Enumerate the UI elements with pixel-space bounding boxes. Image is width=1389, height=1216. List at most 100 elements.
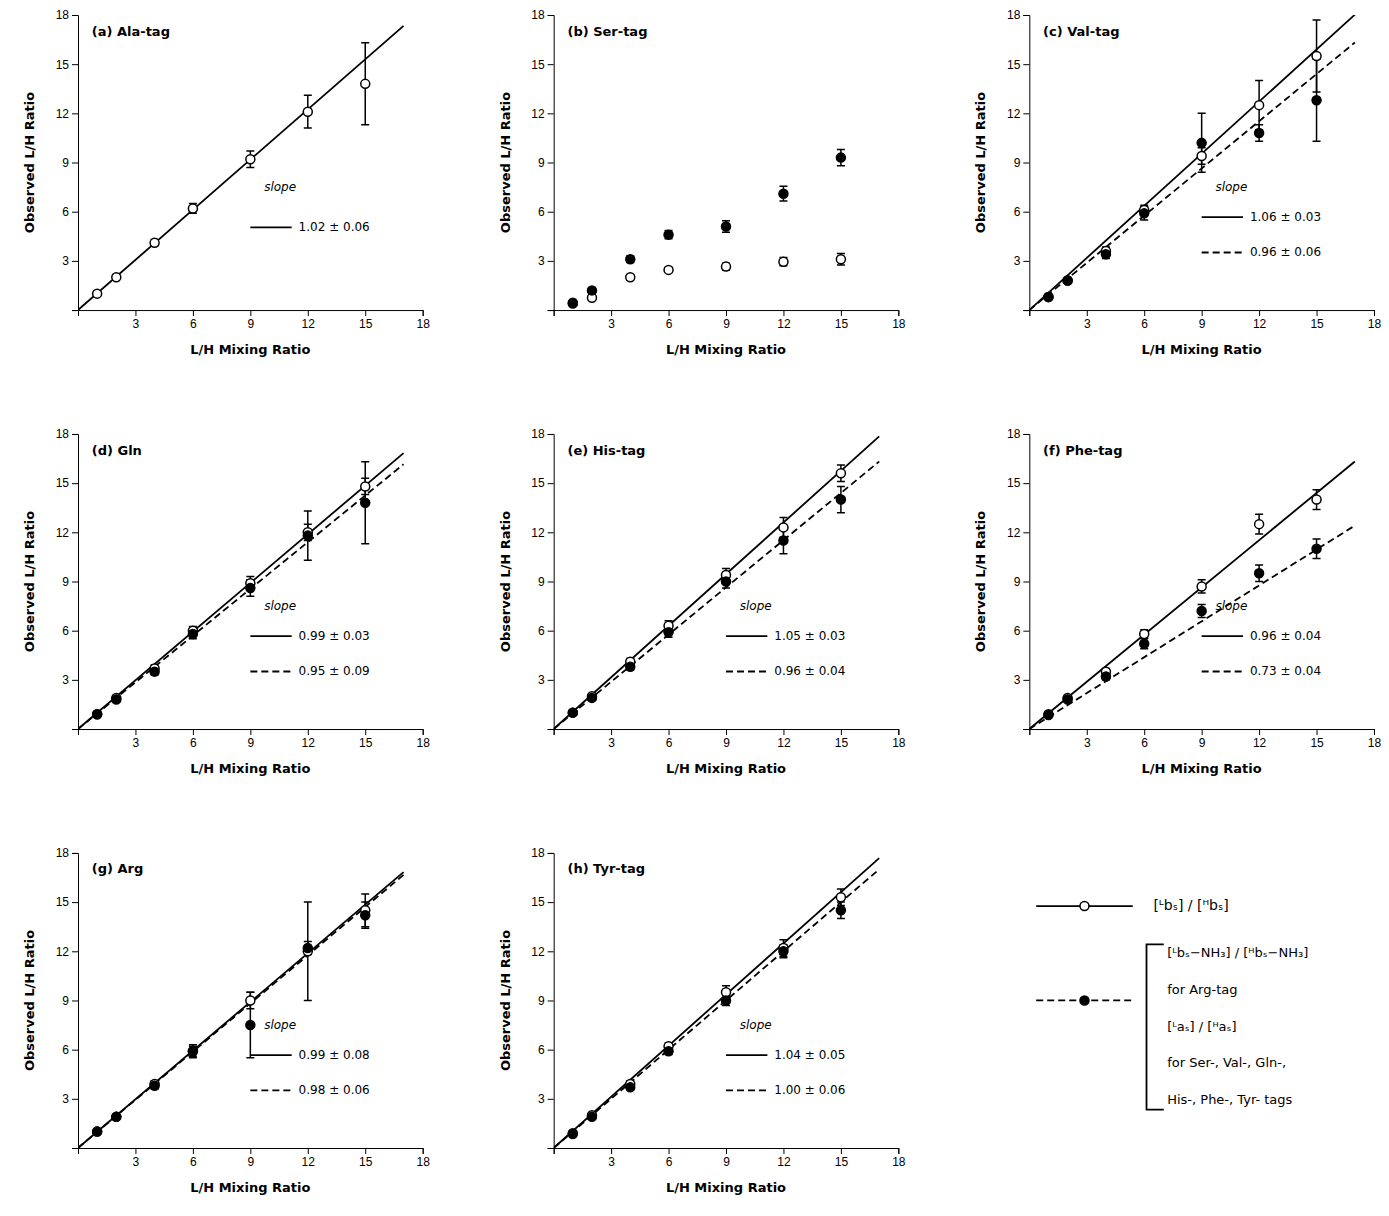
error-bar xyxy=(1313,539,1321,559)
fit-line xyxy=(554,462,880,730)
y-tick-label: 6 xyxy=(538,205,545,219)
y-tick-label: 15 xyxy=(56,58,70,72)
slope-key-line xyxy=(250,227,291,229)
slope-label: 0.96 ± 0.04 xyxy=(1250,629,1321,643)
y-tick: 15 xyxy=(531,895,553,909)
x-tick-label: 15 xyxy=(835,317,849,331)
x-tick: 9 xyxy=(723,1148,730,1169)
figure: 369121518369121518(a) Ala-tagL/H Mixing … xyxy=(0,0,1389,1216)
x-tick-mark xyxy=(365,310,366,316)
x-tick-label: 6 xyxy=(1141,317,1148,331)
y-tick-label: 18 xyxy=(531,427,545,441)
slope-key-line xyxy=(1202,216,1243,218)
y-tick: 15 xyxy=(56,895,78,909)
x-tick-mark xyxy=(423,1148,424,1154)
y-axis: 369121518 xyxy=(56,846,79,1148)
x-tick-label: 12 xyxy=(1253,317,1267,331)
panel-title: (c) Val-tag xyxy=(1043,24,1119,39)
point xyxy=(836,906,845,915)
point xyxy=(1044,710,1053,719)
y-tick-label: 18 xyxy=(1007,427,1021,441)
x-tick: 9 xyxy=(247,310,254,331)
annotation: slope xyxy=(740,599,772,613)
point xyxy=(1044,292,1053,301)
x-tick-mark xyxy=(611,1148,612,1154)
slope-key-line xyxy=(1202,635,1243,637)
error-bar xyxy=(665,627,673,637)
panel: 369121518369121518(f) Phe-tagL/H Mixing … xyxy=(973,427,1381,776)
y-tick-mark xyxy=(548,261,554,262)
y-tick-mark xyxy=(72,64,78,65)
slope-key-line xyxy=(726,1090,767,1092)
x-tick-mark xyxy=(783,1148,784,1154)
error-bar xyxy=(304,95,312,128)
x-tick: 18 xyxy=(892,1148,906,1169)
y-tick-label: 18 xyxy=(56,8,70,22)
x-tick-label: 18 xyxy=(892,1155,906,1169)
y-tick-mark xyxy=(72,951,78,952)
x-tick-label: 9 xyxy=(723,736,730,750)
x-tick: 15 xyxy=(359,1148,373,1169)
point xyxy=(568,708,577,717)
x-tick-mark xyxy=(193,729,194,735)
x-tick: 6 xyxy=(190,729,197,750)
y-tick-label: 9 xyxy=(62,575,69,589)
x-tick-mark xyxy=(135,729,136,735)
x-tick-label: 15 xyxy=(359,1155,373,1169)
y-tick-mark xyxy=(1023,680,1029,681)
x-axis: 369121518 xyxy=(554,1148,906,1169)
y-tick-label: 15 xyxy=(531,895,545,909)
y-tick-mark xyxy=(72,902,78,903)
y-tick: 3 xyxy=(62,673,78,687)
x-tick-label: 12 xyxy=(1253,736,1267,750)
y-tick: 18 xyxy=(531,427,553,441)
y-tick-mark xyxy=(548,951,554,952)
y-tick-mark xyxy=(72,483,78,484)
point xyxy=(1255,520,1264,529)
y-tick-label: 9 xyxy=(538,994,545,1008)
y-tick-label: 12 xyxy=(56,526,70,540)
point xyxy=(188,204,197,213)
x-tick-mark xyxy=(841,310,842,316)
error-bar xyxy=(779,940,787,956)
x-tick-label: 12 xyxy=(302,1155,316,1169)
point xyxy=(303,107,312,116)
legend-marker xyxy=(1080,902,1089,911)
y-tick-mark xyxy=(72,1099,78,1100)
legend-marker xyxy=(1080,996,1089,1005)
y-tick-label: 12 xyxy=(56,945,70,959)
x-tick-mark xyxy=(1317,729,1318,735)
x-tick-label: 18 xyxy=(1368,736,1382,750)
error-bar xyxy=(1313,59,1321,141)
point xyxy=(188,629,197,638)
point xyxy=(1140,639,1149,648)
y-tick-label: 3 xyxy=(62,1092,69,1106)
y-tick-mark xyxy=(548,680,554,681)
slope-label: 1.04 ± 0.05 xyxy=(774,1048,845,1062)
x-axis: 369121518 xyxy=(79,310,431,331)
x-tick-mark xyxy=(726,310,727,316)
x-tick-label: 3 xyxy=(1084,736,1091,750)
y-tick-label: 12 xyxy=(56,107,70,121)
y-tick-label: 9 xyxy=(1014,156,1021,170)
y-tick-mark xyxy=(548,853,554,854)
y-tick-mark xyxy=(72,434,78,435)
point xyxy=(836,255,845,264)
point xyxy=(568,1130,577,1139)
point xyxy=(93,1127,102,1136)
x-tick-mark xyxy=(1087,729,1088,735)
point xyxy=(626,273,635,282)
x-tick-mark xyxy=(1202,729,1203,735)
y-tick-label: 15 xyxy=(56,476,70,490)
x-tick-label: 3 xyxy=(133,1155,140,1169)
y-tick-label: 6 xyxy=(62,624,69,638)
y-tick: 3 xyxy=(538,1092,554,1106)
point xyxy=(722,222,731,231)
y-tick-mark xyxy=(548,1099,554,1100)
y-tick: 3 xyxy=(1014,254,1030,268)
y-tick: 12 xyxy=(531,945,553,959)
x-tick-label: 9 xyxy=(247,1155,254,1169)
y-tick: 15 xyxy=(531,476,553,490)
x-tick: 9 xyxy=(247,1148,254,1169)
y-tick-mark xyxy=(548,902,554,903)
